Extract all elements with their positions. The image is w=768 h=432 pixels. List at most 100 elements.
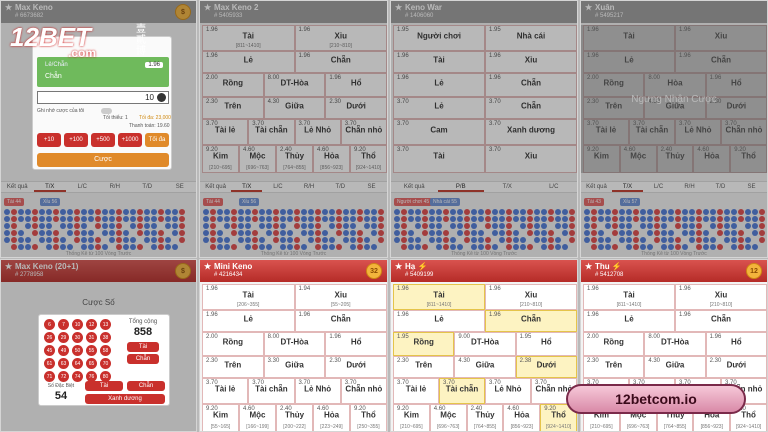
bet-cell[interactable]: 1.96 Tài <box>393 51 485 73</box>
bet-cell[interactable]: 3.70 Chẵn nhỏ <box>340 378 387 404</box>
bet-cell[interactable]: 3.70 Lẻ <box>393 97 485 119</box>
stake-input[interactable]: 10 <box>37 91 169 104</box>
bet-cell[interactable]: 2.38 Dưới <box>515 356 577 378</box>
bet-cell[interactable]: 8.00 DT-Hòa <box>263 332 326 356</box>
bet-cell[interactable]: 3.30 Giữa <box>263 356 326 378</box>
bet-cell[interactable]: 1.96 Lẻ <box>583 310 675 332</box>
road-tab[interactable]: Kết quả <box>6 184 28 190</box>
bet-cell[interactable]: 9.20 Thổ <box>730 145 767 173</box>
chip-button[interactable]: +1000 <box>118 133 142 147</box>
bet-cell[interactable]: 3.70 Tài <box>393 145 485 173</box>
bet-cell[interactable]: 2.00 Rồng <box>202 73 264 97</box>
road-tab[interactable]: T/D <box>715 184 726 190</box>
road-tab[interactable]: T/X <box>231 182 263 192</box>
bet-cell[interactable]: 1.96 Hổ <box>325 332 387 356</box>
chip-button[interactable]: +100 <box>64 133 88 147</box>
bet-cell[interactable]: 3.70 Chẵn nhỏ <box>340 119 387 145</box>
bet-cell[interactable]: 1.95 Hổ <box>515 332 577 356</box>
bet-cell[interactable]: 1.96 Lẻ <box>393 310 485 332</box>
road-tab[interactable]: T/X <box>612 182 643 192</box>
road-tab[interactable]: L/C <box>549 184 559 190</box>
bet-cell[interactable]: 2.00 Rồng <box>202 332 264 356</box>
bet-cell[interactable]: 3.70 Xanh dương <box>485 119 577 145</box>
bet-cell[interactable]: 2.40 Thủy [200~222] <box>276 404 313 431</box>
bet-cell[interactable]: 9.00 DT-Hòa <box>454 332 516 356</box>
road-tab[interactable]: P/B <box>437 182 484 192</box>
bet-cell[interactable]: 2.00 Rồng <box>583 73 645 97</box>
bet-cell[interactable]: 2.30 Trên <box>202 97 264 119</box>
bet-cell[interactable]: 3.70 Xỉu <box>485 145 577 173</box>
road-tab[interactable]: L/C <box>77 184 87 190</box>
bet-cell[interactable]: 4.60 Mộc [166~199] <box>239 404 276 431</box>
bet-cell[interactable]: 2.00 Rồng <box>583 332 645 356</box>
chip-button[interactable]: Tối đa <box>145 133 169 147</box>
road-tab[interactable]: T/D <box>335 184 346 190</box>
road-tab[interactable]: T/D <box>142 184 153 190</box>
bet-cell[interactable]: 1.96 Chẵn <box>675 310 767 332</box>
badge[interactable]: $ <box>175 263 191 279</box>
road-tab[interactable]: R/H <box>684 184 695 190</box>
bet-cell[interactable]: 1.96 Xỉu <box>485 51 577 73</box>
bet-cell[interactable]: 1.96 Xỉu [210~810] <box>485 284 577 310</box>
bet-cell[interactable]: 2.30 Trên <box>583 356 645 378</box>
bet-cell[interactable]: 1.95 Rồng <box>393 332 455 356</box>
bet-cell[interactable]: 9.20 Thổ [250~355] <box>350 404 387 431</box>
bet-cell[interactable]: 3.70 Chẵn <box>485 97 577 119</box>
bet-cell[interactable]: 2.40 Thủy <box>656 145 694 173</box>
bet-cell[interactable]: 9.20 Kim <box>583 145 620 173</box>
bet-cell[interactable]: 1.94 Xỉu [55~205] <box>294 284 387 310</box>
bet-cell[interactable]: 1.96 Chẵn <box>294 51 387 73</box>
chip-button[interactable]: +500 <box>91 133 115 147</box>
bet-cell[interactable]: 1.96 Lẻ <box>393 73 485 97</box>
badge[interactable]: 12 <box>746 263 762 279</box>
road-tab[interactable]: L/C <box>653 184 664 190</box>
road-tab[interactable]: L/C <box>273 184 283 190</box>
bet-cell[interactable]: 1.96 Lẻ <box>202 310 295 332</box>
bet-cell[interactable]: 1.96 Lẻ <box>583 51 675 73</box>
road-tab[interactable]: Kết quả <box>586 184 607 190</box>
bet-cell[interactable]: 1.96 Chẵn <box>485 73 577 97</box>
bet-cell[interactable]: 1.96 Hổ <box>325 73 387 97</box>
bet-cell[interactable]: 2.30 Trên <box>202 356 264 378</box>
bet-cell[interactable]: 1.96 Xỉu [210~810] <box>294 25 387 51</box>
bet-cell[interactable]: 2.30 Dưới <box>325 356 387 378</box>
bet-cell[interactable]: 1.96 Tài [811~1410] <box>583 284 675 310</box>
bet-cell[interactable]: 8.00 DT-Hòa <box>644 332 706 356</box>
badge[interactable]: 32 <box>366 263 382 279</box>
bet-cell[interactable]: 8.00 Hòa <box>644 73 706 97</box>
bet-cell[interactable]: 1.96 Tài [811~1410] <box>202 25 295 51</box>
road-tab[interactable]: Kết quả <box>205 184 226 190</box>
bet-cell[interactable]: 3.70 Chẵn nhỏ <box>721 119 767 145</box>
bet-cell[interactable]: 4.60 Hỏa [223~249] <box>313 404 350 431</box>
bet-cell[interactable]: 1.96 Tài [811~1410] <box>393 284 485 310</box>
road-tab[interactable]: R/H <box>303 184 315 190</box>
bet-cell[interactable]: 3.70 Cam <box>393 119 485 145</box>
bet-cell[interactable]: 8.00 DT-Hòa <box>263 73 326 97</box>
bet-cell[interactable]: 4.30 Giữa <box>644 356 706 378</box>
chip-button[interactable]: +10 <box>37 133 61 147</box>
bet-cell[interactable]: 1.95 Nhà cái <box>485 25 577 51</box>
bet-cell[interactable]: 1.96 Tài <box>583 25 675 51</box>
road-tab[interactable]: T/X <box>502 184 512 190</box>
bet-cell[interactable]: 1.96 Xỉu [210~810] <box>675 284 767 310</box>
bet-cell[interactable]: 1.96 Chẵn <box>675 51 767 73</box>
bet-cell[interactable]: 2.30 Trên <box>583 97 645 119</box>
bet-cell[interactable]: 2.30 Dưới <box>705 356 767 378</box>
